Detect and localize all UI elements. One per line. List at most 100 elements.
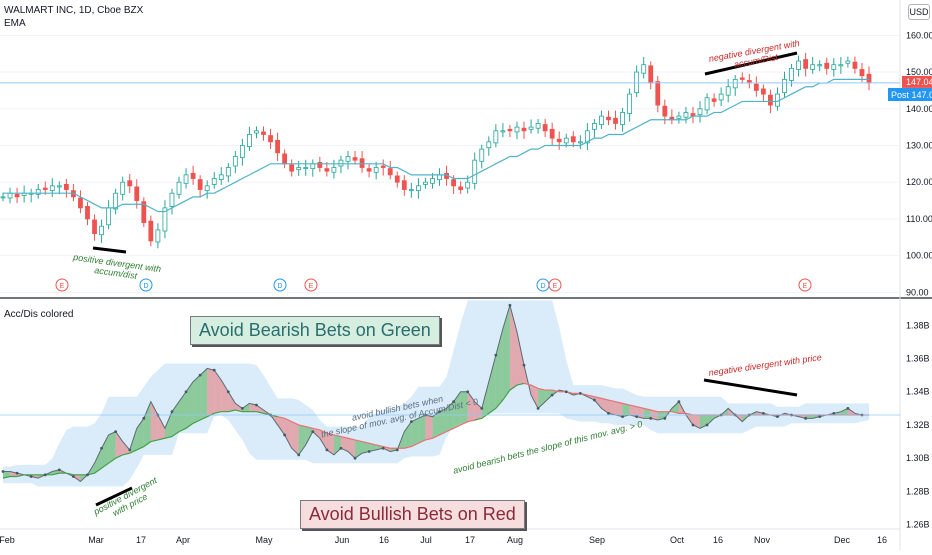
candle-body bbox=[218, 174, 224, 181]
event-marker-label: D bbox=[540, 283, 545, 290]
candle-body bbox=[465, 181, 471, 189]
acc-dis-point bbox=[395, 448, 399, 452]
candle-body bbox=[486, 141, 492, 149]
acc-dis-point bbox=[184, 390, 188, 394]
candle-body bbox=[155, 229, 161, 243]
ema-indicator-label[interactable]: EMA bbox=[4, 18, 26, 29]
candle-body bbox=[697, 108, 703, 116]
acc-dis-point bbox=[198, 373, 202, 377]
candle-body bbox=[56, 185, 62, 188]
candle-body bbox=[42, 187, 48, 190]
candle-body bbox=[14, 193, 20, 198]
acc-dis-point bbox=[593, 398, 596, 402]
candle-body bbox=[162, 207, 168, 232]
acc-dis-point bbox=[29, 475, 33, 478]
acc-dis-fill-segment bbox=[164, 411, 172, 439]
candle-body bbox=[704, 97, 710, 111]
candle-body bbox=[817, 64, 823, 67]
candle-body bbox=[359, 158, 365, 168]
acc-dis-point bbox=[536, 406, 540, 410]
acc-dis-fill-segment bbox=[481, 381, 489, 419]
price-tick-label: 130.00 bbox=[906, 140, 932, 150]
candle-body bbox=[134, 186, 140, 201]
acc-dis-fill-segment bbox=[692, 415, 701, 429]
candle-body bbox=[401, 180, 407, 190]
acc-dis-point bbox=[15, 471, 19, 475]
acc-dis-title[interactable]: Acc/Dis colored bbox=[4, 309, 74, 320]
acc-dis-fill-segment bbox=[355, 439, 363, 459]
candle-body bbox=[261, 131, 266, 135]
candle-body bbox=[570, 136, 576, 143]
acc-dis-point bbox=[72, 475, 75, 478]
candle-body bbox=[268, 135, 273, 143]
acc-dis-fill-segment bbox=[432, 411, 440, 439]
acc-dis-fill-segment bbox=[122, 441, 130, 455]
candle-body bbox=[7, 192, 13, 199]
acc-dis-fill-segment bbox=[157, 415, 165, 440]
candle-body bbox=[338, 159, 344, 167]
price-tick-label: 120.00 bbox=[906, 177, 932, 187]
acc-dis-fill-segment bbox=[214, 370, 222, 414]
acc-dis-point bbox=[170, 410, 174, 414]
candle-body bbox=[387, 168, 393, 176]
time-tick-label: 17 bbox=[136, 535, 146, 545]
acc-dis-point bbox=[1, 470, 5, 473]
candle-body bbox=[63, 183, 69, 190]
acc-dis-point bbox=[57, 468, 61, 472]
candle-body bbox=[711, 98, 717, 102]
candle-body bbox=[796, 60, 801, 70]
acc-dis-point bbox=[339, 446, 343, 450]
acc-dis-point bbox=[494, 353, 498, 357]
acc-dis-point bbox=[255, 403, 258, 407]
acc-dis-fill-segment bbox=[193, 375, 201, 424]
candle-body bbox=[859, 69, 865, 77]
acc-dis-fill-segment bbox=[228, 391, 236, 412]
positive-divergence-line bbox=[92, 246, 127, 254]
acc-dis-fill-segment bbox=[340, 436, 348, 452]
acc-dis-fill-segment bbox=[207, 368, 215, 417]
acc-dis-point bbox=[776, 415, 779, 419]
candle-body bbox=[176, 181, 182, 195]
ema-line bbox=[3, 78, 869, 213]
acc-dis-point bbox=[142, 416, 146, 420]
post-tag bbox=[888, 88, 932, 101]
candle-body bbox=[415, 185, 421, 192]
acc-dis-fill-segment bbox=[657, 411, 665, 420]
candle-body bbox=[676, 115, 682, 119]
candle-body bbox=[824, 62, 830, 69]
acc-dis-fill-segment bbox=[404, 421, 412, 449]
acc-dis-point bbox=[381, 446, 385, 450]
acc-dis-tick-label: 1.38B bbox=[906, 320, 930, 330]
currency-badge[interactable]: USD bbox=[908, 4, 930, 20]
acc-dis-fill-segment bbox=[700, 415, 708, 429]
candle-body bbox=[204, 185, 210, 192]
acc-dis-line bbox=[3, 303, 869, 483]
event-marker bbox=[139, 278, 153, 292]
candle-body bbox=[458, 186, 464, 190]
candle-body bbox=[85, 206, 90, 220]
candle-body bbox=[190, 172, 196, 179]
event-marker-label: D bbox=[143, 283, 148, 290]
acc-dis-point bbox=[649, 416, 653, 420]
acc-dis-tick-label: 1.26B bbox=[906, 520, 930, 530]
acc-dis-point bbox=[240, 406, 244, 410]
candle-body bbox=[831, 64, 837, 70]
time-tick-label: Apr bbox=[176, 535, 190, 545]
candle-body bbox=[437, 174, 442, 181]
acc-dis-fill-segment bbox=[460, 391, 468, 425]
candle-body bbox=[106, 207, 112, 226]
acc-dis-point bbox=[353, 456, 357, 460]
candle-body bbox=[641, 64, 647, 74]
acc-dis-point bbox=[663, 416, 667, 420]
acc-dis-fill-segment bbox=[277, 416, 285, 435]
acc-dis-point bbox=[297, 453, 301, 457]
acc-dis-point bbox=[452, 400, 456, 404]
candle-body bbox=[0, 196, 6, 199]
candle-body bbox=[232, 156, 238, 167]
candle-body bbox=[613, 117, 618, 124]
acc-dis-fill-segment bbox=[171, 401, 180, 437]
candle-body bbox=[535, 123, 541, 129]
candle-body bbox=[655, 81, 661, 106]
